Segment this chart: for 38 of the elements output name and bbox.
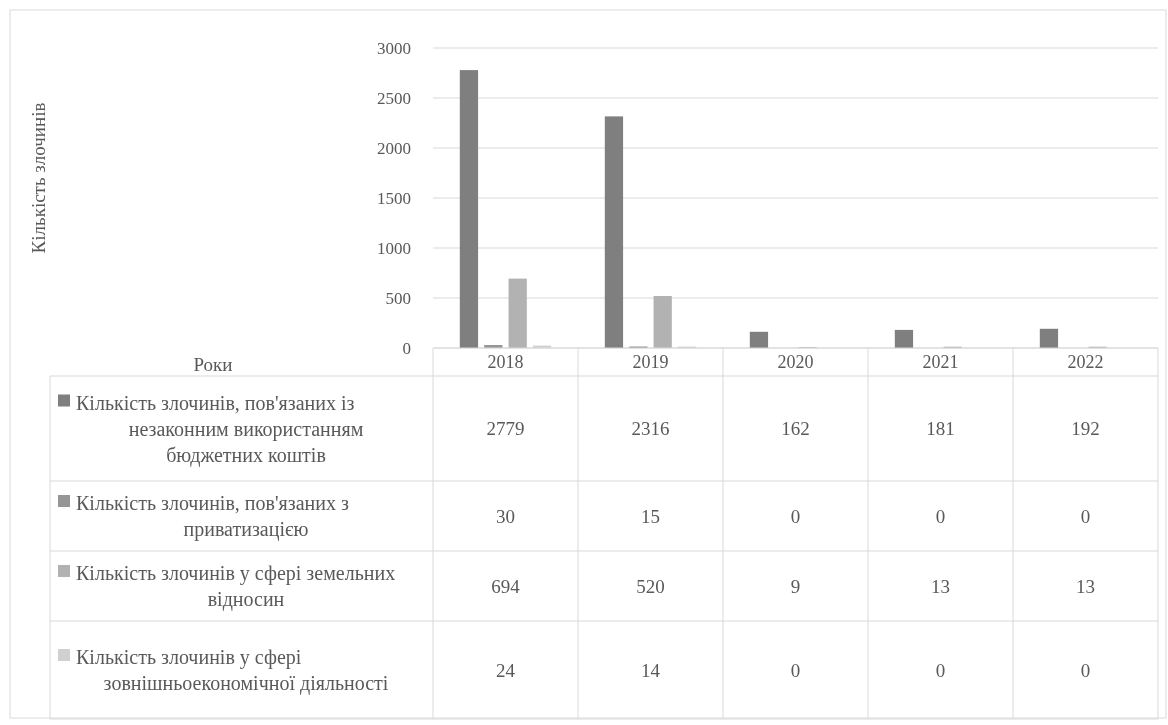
legend-label: Кількість злочинів, пов'язаних із незаконним використанням бюджетних коштів bbox=[76, 391, 364, 467]
x-tick-label: 2022 bbox=[1067, 352, 1104, 373]
text: Кількість злочинів bbox=[28, 102, 49, 254]
data-label: 0 bbox=[935, 659, 946, 681]
data-label: 694 bbox=[491, 575, 521, 597]
legend-label: Кількість злочинів, пов'язаних з приватизацією bbox=[76, 492, 349, 541]
legend-label: Кількість злочинів у сфері земельних відносин bbox=[76, 562, 396, 611]
data-label: 192 bbox=[1071, 418, 1100, 440]
y-tick-label: 2000 bbox=[377, 138, 411, 158]
y-tick-label: 500 bbox=[385, 288, 411, 308]
data-label: 0 bbox=[1080, 505, 1091, 527]
data-label: 2316 bbox=[631, 418, 670, 440]
y-tick-label: 3000 bbox=[377, 38, 411, 58]
data-label: 0 bbox=[790, 505, 801, 527]
y-tick-label: 1000 bbox=[377, 238, 411, 258]
data-label: 30 bbox=[496, 505, 515, 527]
y-tick-label: 2500 bbox=[377, 88, 411, 108]
data-label: 181 bbox=[926, 418, 955, 440]
legend-label: Кількість злочинів у сфері зовнішньоекономічної діяльності bbox=[76, 646, 389, 695]
data-label: 0 bbox=[1080, 659, 1091, 681]
data-label: 0 bbox=[935, 505, 946, 527]
text: Роки bbox=[193, 353, 233, 375]
x-tick-label: 2018 bbox=[487, 352, 524, 373]
y-tick-label: 1500 bbox=[377, 188, 411, 208]
data-label: 9 bbox=[790, 575, 801, 597]
x-tick-label: 2020 bbox=[777, 352, 814, 373]
data-label: 15 bbox=[641, 505, 660, 527]
x-tick-label: 2019 bbox=[632, 352, 669, 373]
data-label: 24 bbox=[496, 659, 516, 681]
data-label: 2779 bbox=[486, 418, 525, 440]
data-label: 14 bbox=[641, 659, 661, 681]
data-label: 0 bbox=[790, 659, 801, 681]
y-tick-label: 0 bbox=[402, 338, 411, 358]
x-tick-label: 2021 bbox=[922, 352, 959, 373]
data-label: 13 bbox=[1076, 575, 1095, 597]
data-label: 13 bbox=[931, 575, 950, 597]
data-label: 162 bbox=[781, 418, 810, 440]
data-label: 520 bbox=[636, 575, 665, 597]
